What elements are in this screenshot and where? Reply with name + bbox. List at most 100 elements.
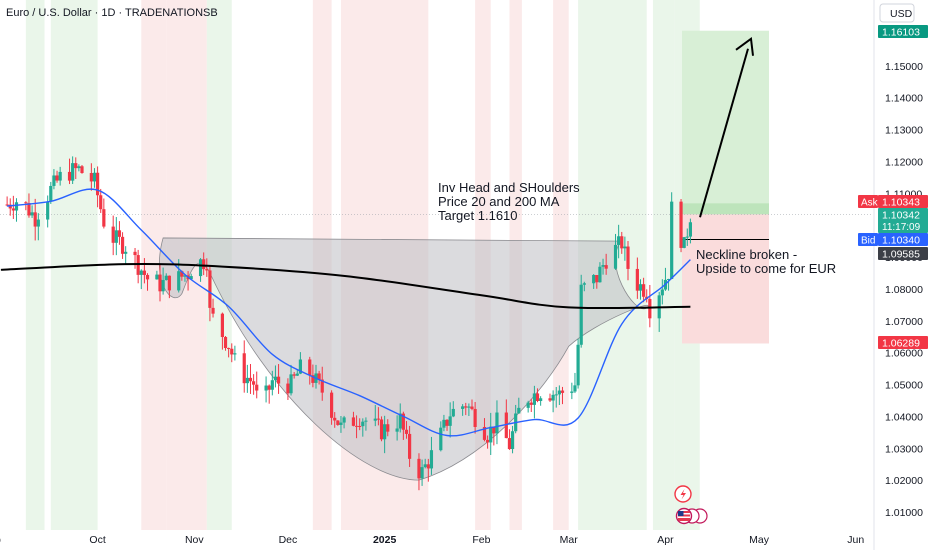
candle-body	[526, 402, 530, 408]
candle-body	[248, 377, 253, 382]
candle-body	[417, 458, 421, 479]
time-tick-label: Dec	[279, 534, 298, 546]
candle-body	[376, 418, 380, 420]
candle-body	[139, 270, 143, 275]
currency-selector[interactable]: USD	[879, 3, 915, 23]
candle-body	[155, 274, 159, 280]
candle-body	[36, 219, 40, 227]
candle-body	[273, 376, 278, 381]
candle-body	[451, 408, 455, 417]
candle-body	[89, 173, 93, 182]
economic-events[interactable]	[674, 485, 708, 525]
bid-price-value: 1.10340	[882, 235, 920, 247]
candle-body	[532, 393, 536, 405]
last-price-value: 1.10342	[882, 210, 920, 222]
candle-body	[8, 204, 12, 209]
neckline-note-line-2: Upside to come for EUR	[696, 261, 836, 276]
candles	[5, 156, 692, 491]
candle-body	[30, 212, 34, 216]
candle-body	[211, 307, 215, 314]
price-tick-label: 1.05000	[885, 380, 923, 392]
candle-body	[420, 467, 424, 479]
candle-body	[570, 391, 574, 393]
inverse-head-shoulders-shape	[158, 237, 649, 481]
candle-body	[642, 284, 646, 297]
candle-body	[557, 390, 561, 395]
candle-body	[252, 381, 256, 385]
candle-body	[24, 202, 28, 204]
candle-body	[102, 209, 106, 227]
candle-body	[14, 202, 19, 211]
ma-value: 1.09585	[882, 249, 920, 261]
candle-body	[46, 201, 50, 220]
candle-body	[426, 464, 430, 469]
candle-body	[582, 283, 586, 285]
candle-body	[395, 428, 399, 432]
flag-event-icon[interactable]	[675, 507, 708, 525]
candle-body	[620, 236, 624, 249]
candle-body	[99, 195, 103, 210]
lightning-event-icon[interactable]	[674, 485, 692, 503]
candle-body	[183, 275, 187, 277]
ma-20-line	[7, 188, 691, 437]
candle-body	[33, 212, 37, 227]
candle-body	[560, 390, 565, 393]
candle-body	[77, 166, 81, 169]
candle-body	[595, 275, 599, 283]
bid-price-tag: Bid 1.10340	[858, 233, 928, 247]
target-price-value: 1.16103	[882, 27, 920, 39]
candle-body	[342, 417, 346, 423]
candle-body	[648, 299, 652, 319]
candle-body	[205, 269, 209, 271]
candle-body	[688, 222, 692, 237]
candle-body	[535, 393, 540, 402]
price-tick-label: 1.03000	[885, 443, 923, 455]
candle-body	[124, 251, 128, 254]
candle-body	[96, 172, 100, 196]
candle-body	[49, 185, 53, 202]
pattern-note-line-2: Price 20 and 200 MA	[438, 194, 560, 209]
candle-body	[576, 344, 580, 386]
candle-body	[635, 268, 639, 291]
candle-body	[52, 175, 56, 186]
candle-body	[486, 439, 490, 443]
candle-body	[233, 353, 237, 355]
price-tick-label: 1.04000	[885, 411, 923, 423]
candle-body	[489, 426, 493, 443]
candle-body	[298, 359, 302, 374]
candle-body	[242, 353, 246, 384]
candle-body	[470, 406, 474, 409]
price-axis-ticks[interactable]: 1.160001.150001.140001.130001.120001.110…	[885, 29, 923, 519]
neckline-note-line-1: Neckline broken -	[696, 247, 797, 262]
candle-body	[158, 274, 162, 292]
candle-body	[442, 419, 446, 428]
ask-label: Ask	[861, 198, 879, 209]
target-zone	[682, 30, 769, 215]
candle-body	[120, 236, 125, 254]
candle-body	[74, 163, 78, 169]
candle-body	[539, 398, 543, 402]
candle-body	[133, 251, 137, 256]
time-tick-label: Apr	[657, 534, 674, 546]
candle-body	[255, 384, 259, 391]
price-tick-label: 1.07000	[885, 316, 923, 328]
stop-price-tag: 1.06289	[878, 336, 928, 350]
candle-body	[492, 426, 496, 434]
candle-body	[180, 271, 184, 277]
currency-button[interactable]	[879, 3, 915, 23]
candle-body	[473, 408, 477, 427]
candle-body	[264, 385, 268, 391]
target-arrow	[699, 36, 754, 218]
candle-body	[317, 373, 321, 380]
candle-body	[510, 431, 515, 450]
ma-200-line	[0, 262, 691, 310]
ma-value-tag: 1.09585	[878, 247, 928, 261]
price-tick-label: 1.06000	[885, 348, 923, 360]
candle-body	[55, 175, 59, 181]
candle-body	[267, 385, 271, 390]
candle-body	[517, 407, 521, 414]
target-arrow-head	[735, 36, 754, 56]
candle-body	[666, 278, 671, 280]
time-axis-ticks[interactable]: Sep Oct Nov Dec 2025 Feb Mar Apr May Jun	[0, 534, 864, 546]
